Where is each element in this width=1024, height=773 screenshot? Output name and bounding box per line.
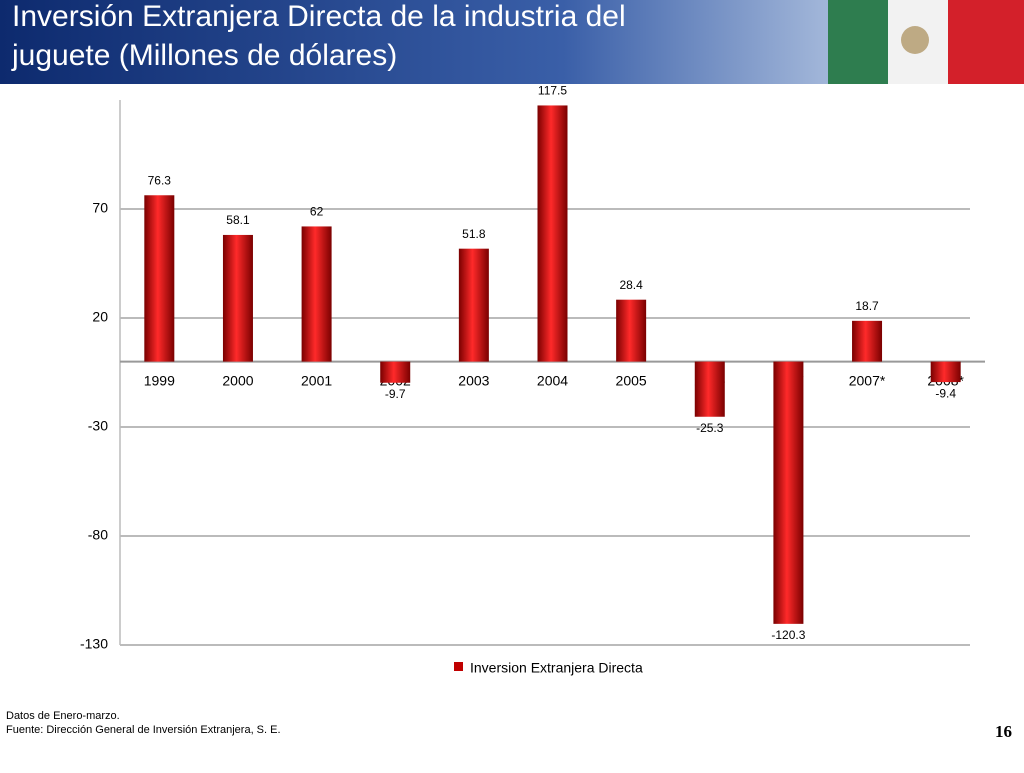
x-tick-label: 2000 bbox=[222, 372, 253, 388]
value-label: -25.3 bbox=[696, 421, 724, 435]
bar bbox=[458, 248, 489, 362]
title-line-2: juguete (Millones de dólares) bbox=[11, 39, 397, 72]
x-tick-label: 2003 bbox=[458, 372, 489, 388]
note: Datos de Enero-marzo. bbox=[6, 710, 120, 722]
value-label: 28.4 bbox=[619, 278, 643, 292]
value-label: 117.5 bbox=[538, 84, 567, 98]
bar bbox=[852, 320, 883, 362]
value-label: -9.4 bbox=[935, 386, 956, 400]
bar bbox=[301, 226, 332, 362]
bar bbox=[380, 361, 411, 383]
flag bbox=[828, 0, 1024, 84]
bar bbox=[930, 361, 961, 383]
bar bbox=[222, 234, 253, 362]
x-tick-label: 2005 bbox=[616, 372, 647, 388]
source: Fuente: Dirección General de Inversión E… bbox=[6, 724, 281, 736]
value-label: -120.3 bbox=[771, 628, 805, 642]
value-label: 76.3 bbox=[148, 173, 172, 187]
bar bbox=[537, 105, 568, 362]
bar bbox=[616, 299, 647, 362]
bar bbox=[694, 361, 725, 417]
value-label: 18.7 bbox=[855, 299, 879, 313]
title-line-1: Inversión Extranjera Directa de la indus… bbox=[12, 0, 626, 33]
y-tick-label: -30 bbox=[88, 418, 108, 434]
x-tick-label: 2007* bbox=[849, 372, 886, 388]
value-label: 51.8 bbox=[462, 227, 486, 241]
legend-swatch bbox=[454, 662, 463, 671]
x-tick-label: 2004 bbox=[537, 372, 568, 388]
y-tick-label: 20 bbox=[92, 309, 108, 325]
bar bbox=[144, 195, 175, 362]
bar bbox=[773, 361, 804, 624]
y-tick-label: 70 bbox=[92, 200, 108, 216]
value-label: 62 bbox=[310, 205, 324, 219]
value-label: -9.7 bbox=[385, 387, 406, 401]
legend-label: Inversion Extranjera Directa bbox=[470, 660, 643, 676]
value-label: 58.1 bbox=[226, 213, 250, 227]
y-tick-label: -80 bbox=[88, 527, 108, 543]
page-number: 16 bbox=[995, 722, 1012, 741]
x-tick-label: 1999 bbox=[144, 372, 175, 388]
y-tick-label: -130 bbox=[80, 636, 108, 652]
x-tick-label: 2001 bbox=[301, 372, 332, 388]
